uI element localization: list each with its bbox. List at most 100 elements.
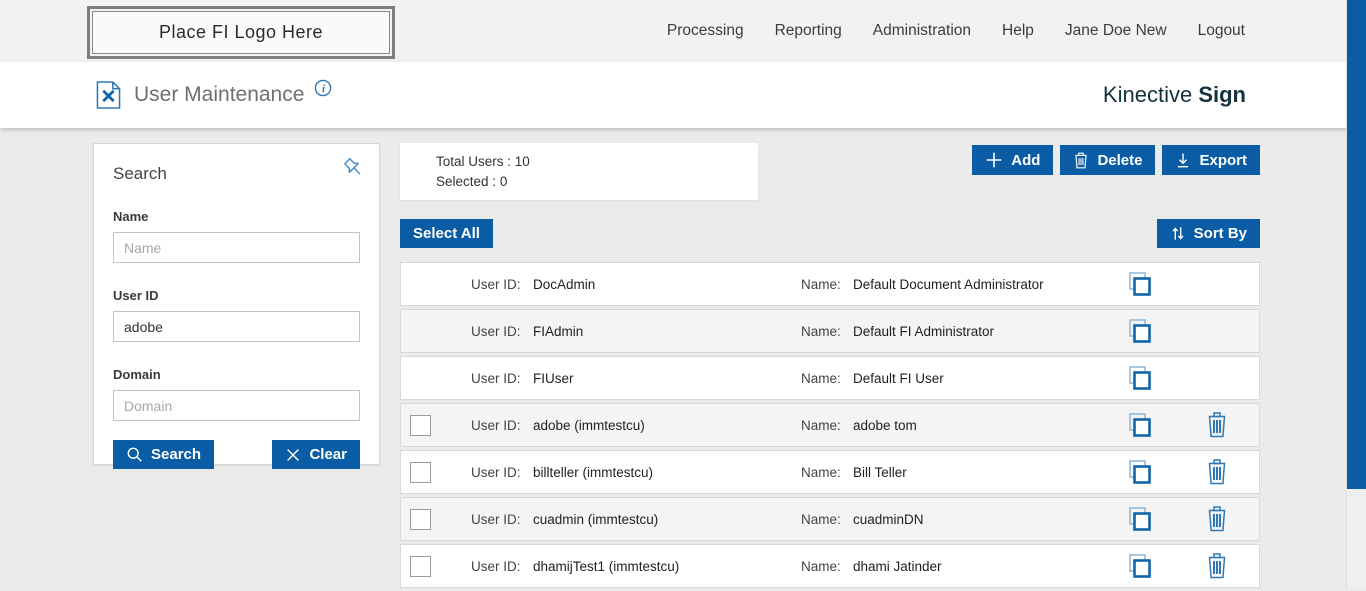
select-all-button[interactable]: Select All — [400, 219, 493, 248]
delete-user-icon[interactable] — [1203, 458, 1231, 486]
clear-x-icon — [287, 448, 300, 461]
name-value: Default FI Administrator — [853, 323, 995, 339]
copy-user-icon[interactable] — [1126, 270, 1154, 298]
domain-field-label: Domain — [113, 367, 161, 382]
name-label: Name: — [801, 276, 841, 292]
selected-line: Selected : 0 — [436, 174, 758, 189]
user-id-label: User ID: — [471, 323, 521, 339]
summary-box: Total Users : 10 Selected : 0 — [400, 143, 758, 200]
sort-arrows-icon — [1172, 227, 1184, 240]
delete-user-icon[interactable] — [1203, 411, 1231, 439]
copy-user-icon[interactable] — [1126, 552, 1154, 580]
user-id-input[interactable] — [113, 311, 360, 342]
user-row: User ID: FIAdmin Name: Default FI Admini… — [400, 309, 1260, 353]
user-row: User ID: billteller (immtestcu) Name: Bi… — [400, 450, 1260, 494]
user-id-value: FIAdmin — [533, 323, 584, 339]
add-button[interactable]: Add — [972, 145, 1054, 175]
name-label: Name: — [801, 370, 841, 386]
copy-user-icon[interactable] — [1126, 364, 1154, 392]
list-controls: Select All Sort By — [400, 219, 1260, 248]
fi-logo-text: Place FI Logo Here — [158, 22, 324, 42]
plus-icon — [987, 152, 1002, 168]
user-id-label: User ID: — [471, 370, 521, 386]
nav-item-current-user[interactable]: Jane Doe New — [1064, 22, 1167, 39]
sort-by-button[interactable]: Sort By — [1156, 219, 1260, 248]
user-id-value: billteller (immtestcu) — [533, 464, 654, 480]
row-checkbox[interactable] — [410, 414, 431, 436]
scrollbar-thumb[interactable] — [1347, 0, 1366, 489]
name-label: Name: — [801, 464, 841, 480]
name-label: Name: — [801, 323, 841, 339]
user-id-value: dhamijTest1 (immtestcu) — [533, 558, 680, 574]
user-id-value: DocAdmin — [533, 276, 596, 292]
brand-bold: Sign — [1198, 82, 1246, 107]
name-label: Name: — [801, 511, 841, 527]
nav-item-help[interactable]: Help — [1002, 22, 1034, 39]
nav-item-administration[interactable]: Administration — [872, 22, 972, 39]
top-navigation: Processing Reporting Administration Help… — [667, 0, 1245, 62]
delete-button[interactable]: Delete — [1060, 145, 1156, 175]
domain-input[interactable] — [113, 390, 360, 421]
user-id-value: adobe (immtestcu) — [533, 417, 645, 433]
toolbar: Add Delete Export — [972, 145, 1260, 175]
name-field-label: Name — [113, 209, 149, 224]
page-title: User Maintenance — [134, 83, 305, 106]
user-id-label: User ID: — [471, 558, 521, 574]
name-input[interactable] — [113, 232, 360, 263]
pin-icon[interactable] — [341, 155, 367, 181]
user-row: User ID: cuadmin (immtestcu) Name: cuadm… — [400, 497, 1260, 541]
user-row: User ID: FIUser Name: Default FI User — [400, 356, 1260, 400]
user-id-label: User ID: — [471, 464, 521, 480]
clear-button-label: Clear — [309, 446, 347, 463]
nav-item-reporting[interactable]: Reporting — [774, 22, 842, 39]
clear-button[interactable]: Clear — [272, 440, 360, 469]
user-row: User ID: DocAdmin Name: Default Document… — [400, 262, 1260, 306]
brand-logo: Kinective Sign — [1103, 82, 1246, 108]
name-value: Default Document Administrator — [853, 276, 1044, 292]
delete-user-icon[interactable] — [1203, 552, 1231, 580]
trash-icon — [1075, 152, 1088, 168]
delete-button-label: Delete — [1097, 151, 1143, 169]
search-icon — [127, 447, 142, 462]
export-button-label: Export — [1199, 151, 1247, 169]
user-id-label: User ID: — [471, 276, 521, 292]
add-button-label: Add — [1011, 151, 1041, 169]
user-maintenance-icon — [96, 81, 121, 109]
row-checkbox[interactable] — [410, 508, 431, 530]
download-icon — [1178, 153, 1189, 167]
selected-value: 0 — [499, 174, 508, 189]
fi-logo-placeholder: Place FI Logo Here — [87, 6, 395, 59]
row-checkbox[interactable] — [410, 555, 431, 577]
total-users-value: 10 — [514, 154, 530, 169]
name-value: dhami Jatinder — [853, 558, 942, 574]
svg-text:i: i — [322, 83, 326, 95]
name-label: Name: — [801, 558, 841, 574]
copy-user-icon[interactable] — [1126, 411, 1154, 439]
info-icon[interactable]: i — [314, 79, 332, 97]
user-id-field-label: User ID — [113, 288, 159, 303]
sort-by-label: Sort By — [1193, 225, 1247, 242]
vertical-scrollbar[interactable] — [1346, 0, 1366, 589]
search-button[interactable]: Search — [113, 440, 215, 469]
brand-regular: Kinective — [1102, 82, 1193, 107]
nav-item-logout[interactable]: Logout — [1197, 22, 1245, 39]
row-checkbox[interactable] — [410, 461, 431, 483]
top-bar: Place FI Logo Here Processing Reporting … — [0, 0, 1366, 62]
delete-user-icon[interactable] — [1203, 505, 1231, 533]
total-users-line: Total Users : 10 — [436, 154, 758, 169]
copy-user-icon[interactable] — [1126, 458, 1154, 486]
name-value: cuadminDN — [853, 511, 924, 527]
nav-item-processing[interactable]: Processing — [666, 22, 744, 39]
copy-user-icon[interactable] — [1126, 505, 1154, 533]
name-value: Default FI User — [853, 370, 944, 386]
page-header: User Maintenance i Kinective Sign — [0, 62, 1366, 128]
copy-user-icon[interactable] — [1126, 317, 1154, 345]
user-list: User ID: DocAdmin Name: Default Document… — [400, 262, 1260, 591]
user-id-label: User ID: — [471, 511, 521, 527]
user-id-label: User ID: — [471, 417, 521, 433]
user-row: User ID: adobe (immtestcu) Name: adobe t… — [400, 403, 1260, 447]
name-value: adobe tom — [853, 417, 917, 433]
search-button-label: Search — [151, 446, 202, 463]
export-button[interactable]: Export — [1162, 145, 1260, 175]
search-panel: Search Name User ID Domain Search Clear — [93, 143, 380, 469]
